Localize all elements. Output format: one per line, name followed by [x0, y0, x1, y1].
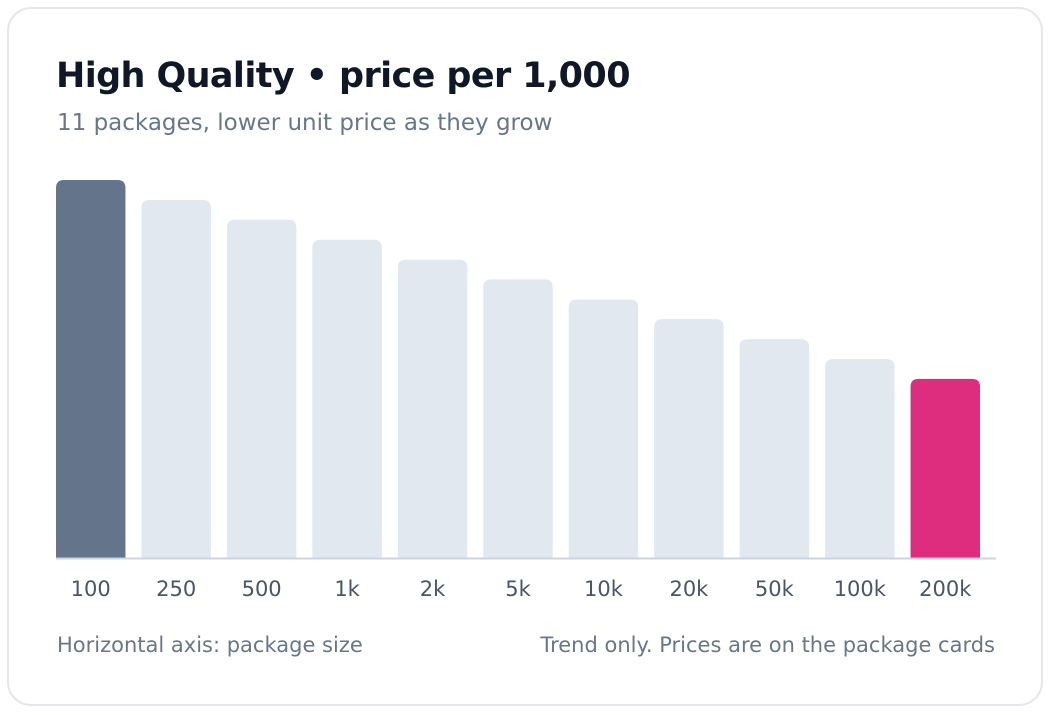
bar-500	[226, 219, 297, 558]
bar-100	[56, 180, 126, 558]
bar	[739, 339, 810, 558]
bar-2k	[397, 259, 468, 558]
x-tick-label: 50k	[755, 577, 795, 601]
axis-caption: Horizontal axis: package size	[57, 633, 363, 657]
x-tick-label: 250	[156, 577, 196, 601]
x-tick-label: 1k	[334, 577, 360, 601]
bar-10k	[568, 299, 639, 558]
chart-subtitle: 11 packages, lower unit price as they gr…	[57, 110, 553, 136]
bar-250	[141, 200, 211, 558]
bar	[56, 180, 126, 558]
x-tick-label: 200k	[919, 577, 972, 601]
bar	[483, 279, 553, 558]
bar-20k	[654, 319, 724, 558]
bar	[397, 259, 468, 558]
bar	[654, 319, 724, 558]
x-tick-label: 20k	[669, 577, 709, 601]
bar	[141, 200, 211, 558]
x-tick-label: 500	[242, 577, 282, 601]
bar-5k	[483, 279, 553, 558]
bar-1k	[312, 239, 382, 558]
bar	[226, 219, 297, 558]
bar-200k	[910, 378, 980, 558]
bar-50k	[739, 339, 810, 558]
bar	[312, 239, 382, 558]
chart-title: High Quality • price per 1,000	[56, 56, 631, 96]
bar	[568, 299, 639, 558]
bar-100k	[825, 359, 895, 558]
x-tick-label: 10k	[584, 577, 624, 601]
x-tick-label: 100	[71, 577, 111, 601]
x-tick-label: 100k	[834, 577, 887, 601]
trend-note: Trend only. Prices are on the package ca…	[540, 633, 995, 657]
x-tick-label: 2k	[420, 577, 446, 601]
bar	[825, 359, 895, 558]
x-tick-label: 5k	[505, 577, 531, 601]
bar	[910, 378, 980, 558]
